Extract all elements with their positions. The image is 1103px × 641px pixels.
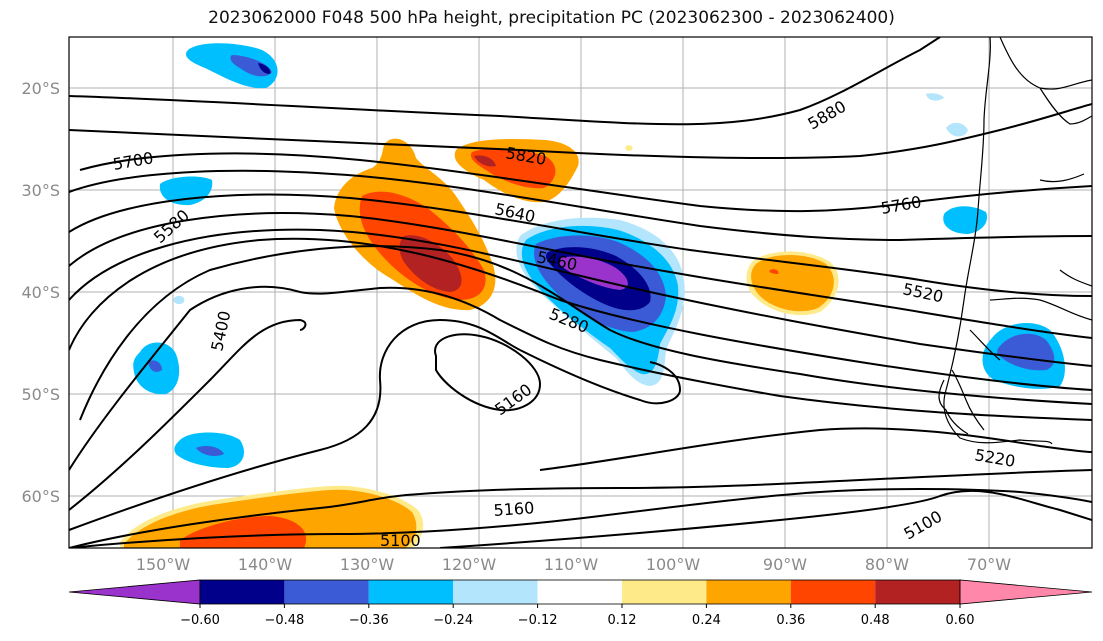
lat-label-30s: 30°S xyxy=(21,181,60,200)
lat-label-60s: 60°S xyxy=(21,487,60,506)
colorbar-swatch xyxy=(537,580,622,604)
negative-anomaly-patch xyxy=(185,43,278,89)
colorbar-tick-label: 0.36 xyxy=(776,613,805,628)
colorbar-tick-label: 0.24 xyxy=(692,613,721,628)
colorbar-high-extension xyxy=(959,579,1093,605)
colorbar-swatch xyxy=(875,580,960,604)
height-contours xyxy=(69,37,1092,548)
lon-label-80w: 80°W xyxy=(865,555,909,574)
lon-label-130w: 130°W xyxy=(340,555,395,574)
colorbar-swatch xyxy=(622,580,707,604)
colorbar-swatch xyxy=(368,580,454,604)
colorbar-tick-label: −0.12 xyxy=(518,613,558,628)
lon-label-100w: 100°W xyxy=(646,555,701,574)
coastline xyxy=(938,37,1092,445)
lon-label-120w: 120°W xyxy=(442,555,497,574)
map-frame xyxy=(68,36,1093,549)
colorbar-swatch xyxy=(790,580,876,604)
colorbar-swatch xyxy=(284,580,369,604)
colorbar-tick-label: −0.60 xyxy=(180,613,220,628)
colorbar-tick-label: −0.48 xyxy=(264,613,304,628)
latitude-labels: 20°S 30°S 40°S 50°S 60°S xyxy=(21,79,60,506)
lon-label-110w: 110°W xyxy=(544,555,599,574)
lon-label-90w: 90°W xyxy=(763,555,807,574)
lon-label-70w: 70°W xyxy=(967,555,1011,574)
colorbar-tick-label: 0.48 xyxy=(861,613,890,628)
colorbar-swatch xyxy=(706,580,791,604)
colorbar-tick-label: −0.24 xyxy=(433,613,473,628)
lat-label-40s: 40°S xyxy=(21,283,60,302)
lat-label-20s: 20°S xyxy=(21,79,60,98)
lat-label-50s: 50°S xyxy=(21,385,60,404)
lon-label-150w: 150°W xyxy=(136,555,191,574)
colorbar-swatch xyxy=(453,580,538,604)
colorbar-tick-label: 0.60 xyxy=(946,613,975,628)
contour-label-5160-south: 5160 xyxy=(493,498,535,520)
map-gridlines xyxy=(69,37,1092,548)
colorbar-low-extension xyxy=(68,579,201,605)
map-title: 2023062000 F048 500 hPa height, precipit… xyxy=(208,8,895,28)
colorbar-tick-label: 0.12 xyxy=(608,613,637,628)
lon-label-140w: 140°W xyxy=(238,555,293,574)
colorbar-swatch xyxy=(200,580,285,604)
colorbar: −0.60 −0.48 −0.36 −0.24 −0.12 0.12 0.24 … xyxy=(68,579,1093,628)
longitude-labels: 150°W 140°W 130°W 120°W 110°W 100°W 90°W… xyxy=(136,555,1011,574)
contour-label-5100-south: 5100 xyxy=(380,531,421,550)
colorbar-tick-label: −0.36 xyxy=(349,613,389,628)
